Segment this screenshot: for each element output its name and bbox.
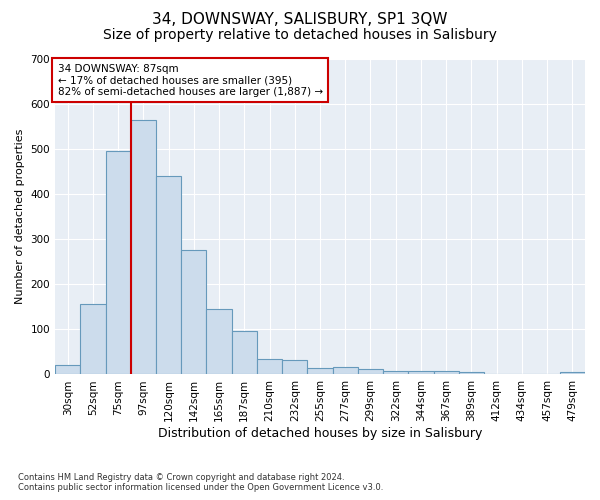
Bar	[232, 330, 257, 374]
Bar	[383, 371, 409, 374]
Bar	[282, 360, 307, 374]
Text: Size of property relative to detached houses in Salisbury: Size of property relative to detached ho…	[103, 28, 497, 42]
Bar	[156, 176, 181, 374]
Bar	[106, 152, 131, 374]
X-axis label: Distribution of detached houses by size in Salisbury: Distribution of detached houses by size …	[158, 427, 482, 440]
Bar	[257, 358, 282, 374]
Bar	[307, 368, 332, 374]
Y-axis label: Number of detached properties: Number of detached properties	[15, 129, 25, 304]
Bar	[181, 250, 206, 374]
Bar	[358, 369, 383, 374]
Bar	[80, 304, 106, 374]
Bar	[206, 309, 232, 374]
Bar	[332, 367, 358, 374]
Bar	[459, 372, 484, 374]
Text: Contains HM Land Registry data © Crown copyright and database right 2024.
Contai: Contains HM Land Registry data © Crown c…	[18, 473, 383, 492]
Text: 34, DOWNSWAY, SALISBURY, SP1 3QW: 34, DOWNSWAY, SALISBURY, SP1 3QW	[152, 12, 448, 28]
Bar	[55, 364, 80, 374]
Text: 34 DOWNSWAY: 87sqm
← 17% of detached houses are smaller (395)
82% of semi-detach: 34 DOWNSWAY: 87sqm ← 17% of detached hou…	[58, 64, 323, 96]
Bar	[409, 372, 434, 374]
Bar	[131, 120, 156, 374]
Bar	[560, 372, 585, 374]
Bar	[434, 372, 459, 374]
